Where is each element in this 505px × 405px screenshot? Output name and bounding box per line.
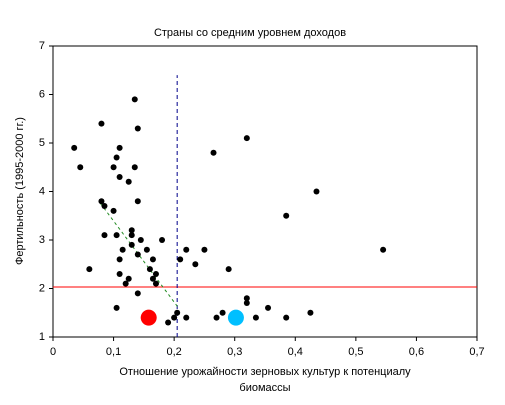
data-point [159, 237, 166, 243]
data-point [177, 256, 184, 263]
data-point [283, 314, 290, 321]
x-tick-label: 0,7 [469, 346, 484, 358]
data-point [174, 309, 181, 316]
data-point [113, 232, 120, 239]
chart-title: Страны со средним уровнем доходов [154, 27, 346, 39]
data-point [98, 198, 105, 205]
data-point [116, 256, 123, 263]
data-point [243, 135, 250, 142]
x-tick-label: 0,3 [227, 346, 242, 358]
data-point [143, 246, 150, 253]
x-tick-label: 0,4 [288, 346, 303, 358]
data-point [113, 304, 120, 311]
y-axis-label: Фертильность (1995-2000 гг.) [14, 117, 26, 265]
x-tick-label: 0 [50, 346, 56, 358]
data-point [131, 164, 138, 171]
data-point [165, 319, 172, 326]
y-tick-label: 2 [39, 282, 45, 294]
data-point [152, 270, 159, 277]
data-point [243, 295, 250, 302]
y-tick-label: 4 [39, 185, 45, 197]
data-point [243, 300, 250, 307]
data-point [98, 120, 105, 127]
data-point [307, 309, 314, 316]
data-point [149, 275, 156, 282]
data-point [134, 251, 141, 258]
data-point [313, 188, 320, 195]
data-point [116, 144, 123, 151]
y-tick-label: 5 [39, 137, 45, 149]
y-tick-label: 1 [39, 331, 45, 343]
x-axis-label: Отношение урожайности зерновых культур к… [119, 366, 411, 378]
data-point [152, 280, 159, 287]
data-point [77, 164, 84, 171]
data-point [183, 314, 190, 321]
data-point [101, 232, 108, 239]
data-point [128, 241, 135, 248]
data-point [125, 275, 132, 282]
data-point [116, 173, 123, 180]
data-point [125, 178, 132, 185]
y-tick-label: 7 [39, 40, 45, 52]
data-point [265, 304, 272, 311]
data-point [171, 314, 178, 321]
y-tick-label: 3 [39, 234, 45, 246]
data-point [252, 314, 259, 321]
data-point [71, 144, 78, 151]
data-point [110, 164, 117, 171]
data-point [101, 203, 108, 210]
data-point [192, 261, 199, 268]
data-point [213, 314, 220, 321]
data-point [128, 232, 135, 239]
data-point [146, 266, 153, 273]
data-point [380, 246, 387, 253]
data-point [183, 246, 190, 253]
data-point [116, 270, 123, 277]
data-point [227, 309, 244, 326]
y-tick-label: 6 [39, 88, 45, 100]
data-point [122, 280, 129, 287]
x-tick-label: 0,1 [106, 346, 121, 358]
data-point [134, 198, 141, 205]
data-point [113, 154, 120, 161]
data-point [219, 309, 226, 316]
data-point [149, 256, 156, 263]
data-point [110, 207, 117, 214]
x-tick-label: 0,2 [166, 346, 181, 358]
data-point [131, 96, 138, 103]
data-point [210, 149, 217, 156]
data-point [119, 246, 126, 253]
x-tick-label: 0,5 [348, 346, 363, 358]
data-point [140, 309, 157, 326]
data-point [128, 227, 135, 234]
data-point [137, 237, 144, 243]
data-point [283, 212, 290, 219]
x-tick-label: 0,6 [409, 346, 424, 358]
data-point [134, 125, 141, 132]
data-point [225, 266, 232, 273]
data-point [201, 246, 208, 253]
x-axis-label: биомассы [239, 382, 290, 394]
data-point [134, 290, 141, 297]
data-point [86, 266, 93, 273]
